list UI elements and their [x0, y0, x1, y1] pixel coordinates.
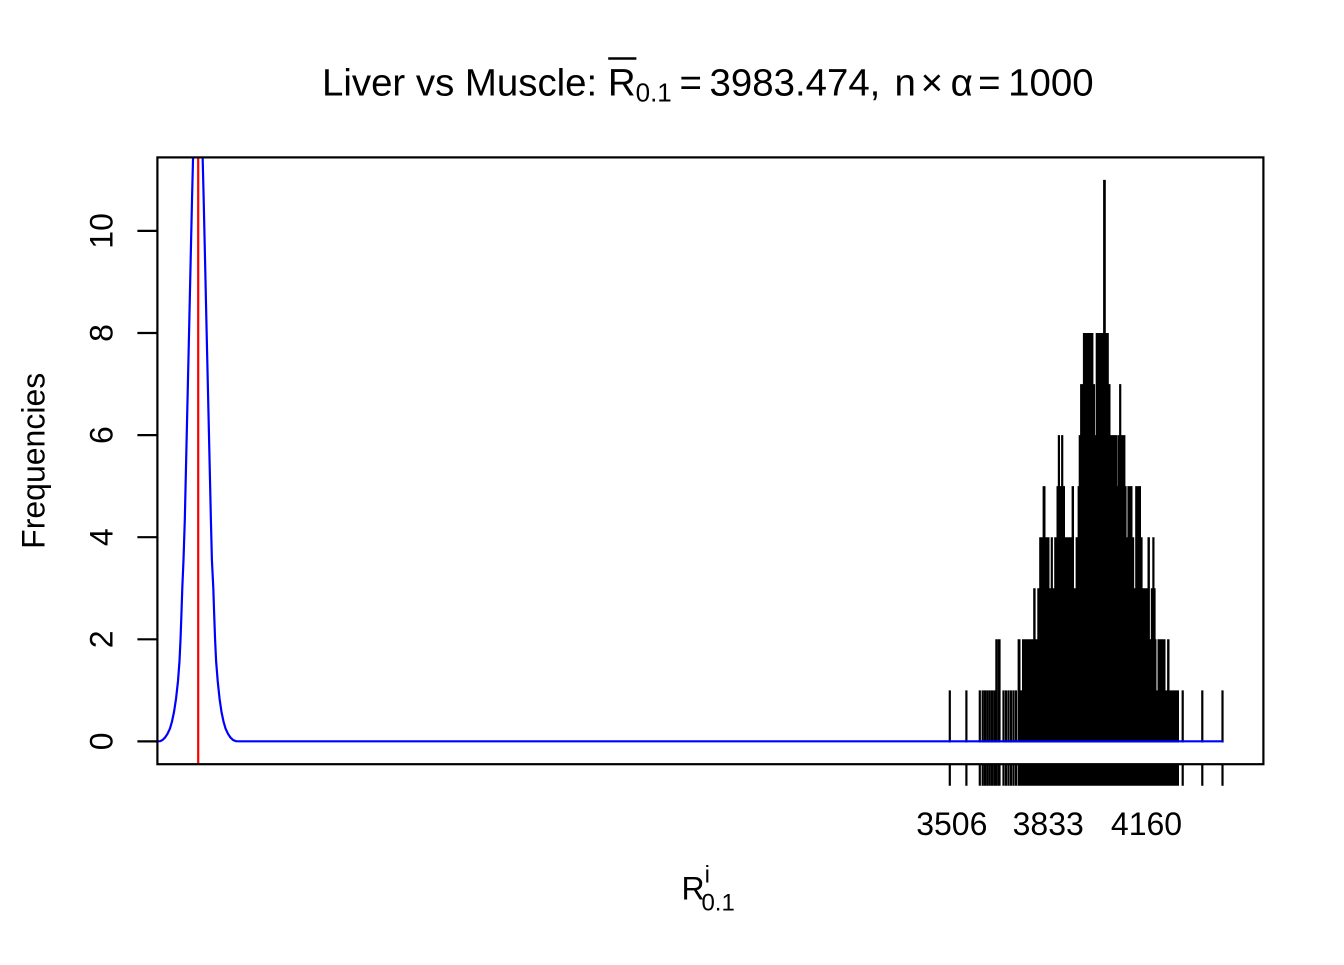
svg-text:0: 0	[84, 733, 120, 751]
svg-text:3506: 3506	[916, 806, 987, 842]
svg-text:4: 4	[84, 528, 120, 546]
svg-text:Liver vs Muscle: R0.1 = 3983.4: Liver vs Muscle: R0.1 = 3983.474, n × α …	[322, 61, 1094, 107]
svg-text:10: 10	[84, 213, 120, 249]
svg-text:4160: 4160	[1111, 806, 1182, 842]
svg-text:6: 6	[84, 426, 120, 444]
svg-text:2: 2	[84, 630, 120, 648]
svg-text:3833: 3833	[1013, 806, 1084, 842]
svg-text:8: 8	[84, 324, 120, 342]
svg-text:Frequencies: Frequencies	[16, 373, 52, 549]
